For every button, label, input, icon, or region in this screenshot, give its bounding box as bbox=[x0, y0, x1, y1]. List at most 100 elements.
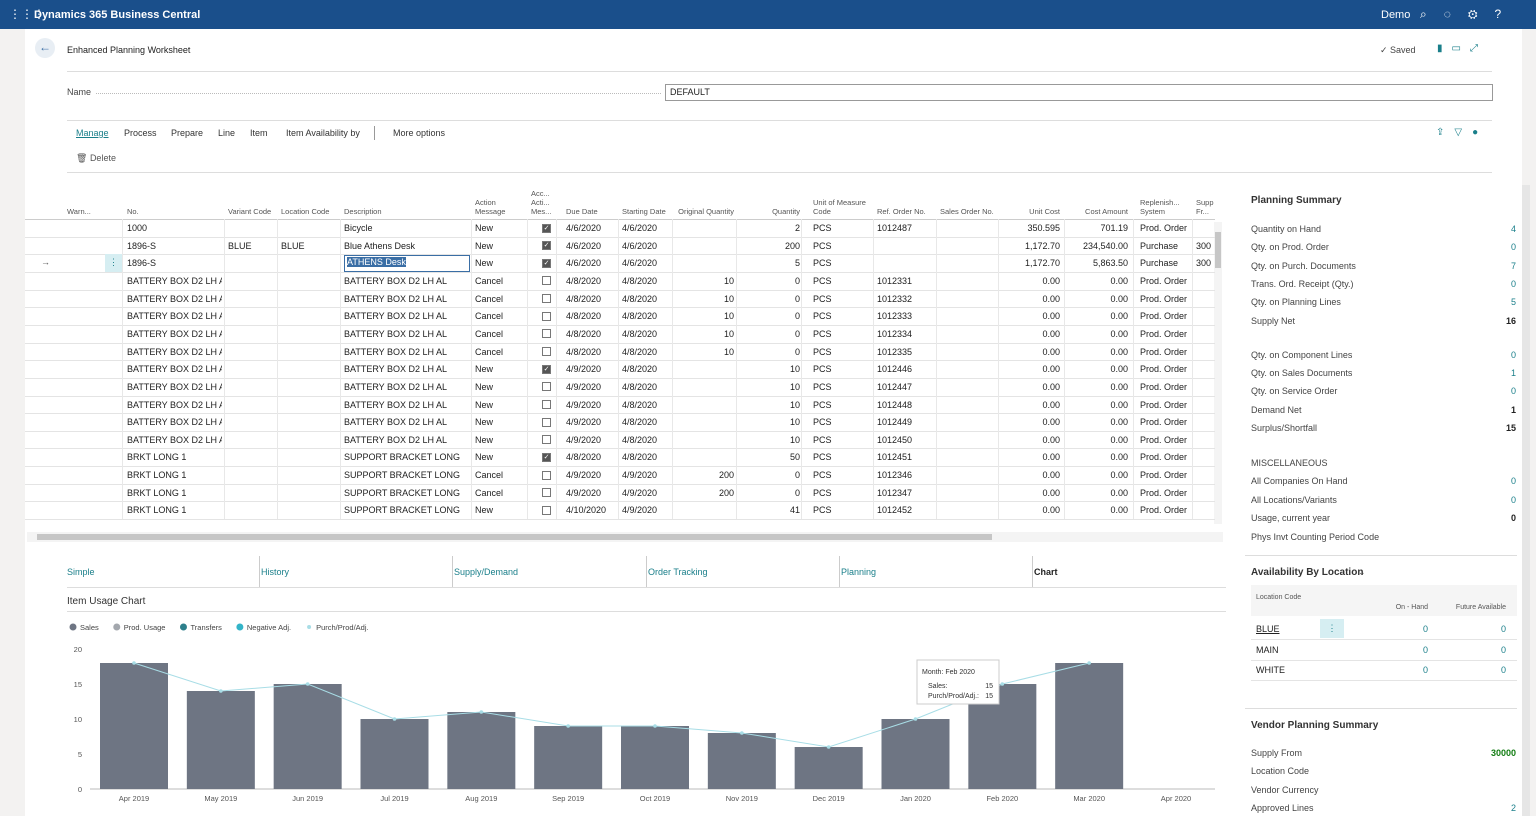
summary-value[interactable]: 4 bbox=[1510, 224, 1516, 234]
name-input[interactable]: DEFAULT bbox=[665, 84, 1493, 101]
x-tick-label: Dec 2019 bbox=[813, 794, 845, 803]
delete-text: Delete bbox=[89, 153, 116, 163]
summary-value[interactable]: 0 bbox=[1510, 242, 1516, 252]
cell[interactable]: ATHENS Desk bbox=[344, 255, 470, 273]
column-header: Replenish... System bbox=[1140, 198, 1180, 216]
cell: 1896-S bbox=[127, 240, 157, 251]
menu-separator bbox=[374, 126, 375, 140]
line-point bbox=[740, 731, 744, 735]
tab[interactable]: Supply/Demand bbox=[454, 567, 519, 577]
menu-item[interactable]: More options bbox=[393, 128, 446, 138]
top-bar bbox=[0, 0, 1536, 29]
cell: 0.00 bbox=[1042, 434, 1060, 445]
page-icons[interactable]: ▮▭⤢ bbox=[1437, 43, 1487, 54]
legend-swatch bbox=[236, 623, 244, 631]
menu-item[interactable]: Line bbox=[218, 128, 236, 138]
checkbox[interactable] bbox=[542, 400, 551, 409]
summary-value[interactable]: 7 bbox=[1510, 261, 1516, 271]
avail-cell[interactable]: 0 bbox=[1500, 644, 1506, 655]
cell: Prod. Order bbox=[1140, 328, 1188, 339]
avail-cell[interactable]: 0 bbox=[1422, 665, 1428, 675]
menu-item[interactable]: Item bbox=[250, 128, 268, 138]
h-scroll-thumb[interactable] bbox=[37, 534, 992, 540]
checkbox[interactable] bbox=[542, 435, 551, 445]
cell: Bicycle bbox=[344, 223, 373, 233]
summary-value: 16 bbox=[1505, 316, 1516, 326]
cell: 41 bbox=[789, 505, 800, 516]
col-line bbox=[936, 219, 937, 520]
row-menu[interactable]: ⋮ bbox=[1320, 619, 1344, 638]
menu-item[interactable]: Manage bbox=[76, 128, 109, 138]
tab[interactable]: Order Tracking bbox=[648, 567, 708, 577]
col-line bbox=[471, 219, 472, 520]
avail-cell[interactable]: MAIN bbox=[1256, 644, 1279, 655]
checkbox[interactable]: ✓ bbox=[542, 452, 551, 462]
checkbox[interactable] bbox=[542, 311, 551, 321]
delete-action[interactable]: 🗑 Delete bbox=[76, 153, 116, 163]
summary-value[interactable]: 0 bbox=[1510, 476, 1516, 486]
menu-item[interactable]: Process bbox=[124, 128, 157, 138]
avail-cell[interactable]: BLUE bbox=[1256, 624, 1280, 634]
avail-cell[interactable]: 0 bbox=[1500, 624, 1506, 634]
legend-label: Prod. Usage bbox=[124, 623, 166, 632]
checkbox[interactable] bbox=[542, 329, 551, 339]
cell: PCS bbox=[813, 381, 832, 392]
checkbox[interactable] bbox=[542, 347, 551, 357]
summary-value[interactable]: 1 bbox=[1510, 368, 1516, 378]
app-launcher[interactable]: ⋮⋮⋮ bbox=[9, 7, 45, 21]
avail-row-line bbox=[1251, 680, 1517, 681]
checkbox[interactable]: ✓ bbox=[542, 258, 551, 268]
summary-value[interactable]: 5 bbox=[1510, 297, 1516, 307]
cell: New bbox=[475, 452, 494, 463]
cell: 0 bbox=[794, 293, 800, 304]
cell: BATTERY BOX D2 LH AL bbox=[344, 399, 448, 410]
cell: 1000 bbox=[127, 223, 148, 233]
avail-cell[interactable]: 0 bbox=[1422, 624, 1428, 634]
top-icons[interactable]: ⌕◌⚙? bbox=[1420, 7, 1519, 21]
summary-label: Vendor Planning Summary bbox=[1251, 720, 1379, 731]
summary-value[interactable]: 0 bbox=[1510, 386, 1516, 396]
checkbox[interactable] bbox=[542, 276, 551, 286]
tab[interactable]: Chart bbox=[1034, 567, 1058, 577]
tab[interactable]: Simple bbox=[67, 567, 95, 577]
column-header: Location Code bbox=[281, 207, 330, 216]
menu-item[interactable]: Item Availability by bbox=[286, 128, 360, 138]
checkbox[interactable] bbox=[542, 505, 551, 515]
checkbox[interactable] bbox=[542, 382, 551, 392]
tab[interactable]: Planning bbox=[841, 567, 877, 577]
menu-item[interactable]: Prepare bbox=[171, 128, 204, 138]
row-menu[interactable]: ⋮ bbox=[105, 254, 122, 272]
cell: 1012335 bbox=[877, 346, 913, 357]
checkbox[interactable] bbox=[542, 294, 551, 304]
checkbox[interactable]: ✓ bbox=[542, 364, 551, 374]
user-name[interactable]: Demo bbox=[1381, 9, 1411, 21]
summary-value[interactable]: 0 bbox=[1510, 279, 1516, 289]
cell: 4/9/2020 bbox=[566, 364, 602, 375]
avail-cell[interactable]: WHITE bbox=[1256, 665, 1285, 675]
row-line bbox=[25, 430, 1215, 432]
summary-value[interactable]: 0 bbox=[1510, 350, 1516, 360]
cell: BATTERY BOX D2 LH AL bbox=[127, 399, 222, 410]
legend-label: Purch/Prod/Adj. bbox=[316, 623, 369, 632]
divider bbox=[1245, 555, 1517, 556]
x-tick-label: Jul 2019 bbox=[380, 794, 408, 803]
v-scroll-thumb[interactable] bbox=[1215, 232, 1221, 268]
cell: Purchase bbox=[1140, 240, 1179, 251]
summary-value[interactable]: 2 bbox=[1510, 802, 1516, 813]
avail-cell[interactable]: 0 bbox=[1422, 644, 1428, 655]
tab[interactable]: History bbox=[261, 567, 290, 577]
cell: 50 bbox=[789, 452, 800, 463]
back-button[interactable]: ← bbox=[35, 38, 55, 58]
checkbox[interactable] bbox=[542, 417, 551, 427]
avail-cell[interactable]: 0 bbox=[1500, 665, 1506, 675]
checkbox[interactable]: ✓ bbox=[542, 223, 551, 233]
cell: 1012334 bbox=[877, 328, 913, 339]
cell: 0.00 bbox=[1042, 293, 1060, 304]
line-point bbox=[826, 745, 831, 749]
summary-value[interactable]: 0 bbox=[1510, 494, 1516, 505]
checkbox[interactable]: ✓ bbox=[542, 241, 551, 251]
checkbox[interactable] bbox=[542, 470, 551, 480]
tab-separator bbox=[1032, 556, 1033, 587]
checkbox[interactable] bbox=[542, 488, 551, 498]
list-icons[interactable]: ⇪▽● bbox=[1436, 127, 1489, 138]
